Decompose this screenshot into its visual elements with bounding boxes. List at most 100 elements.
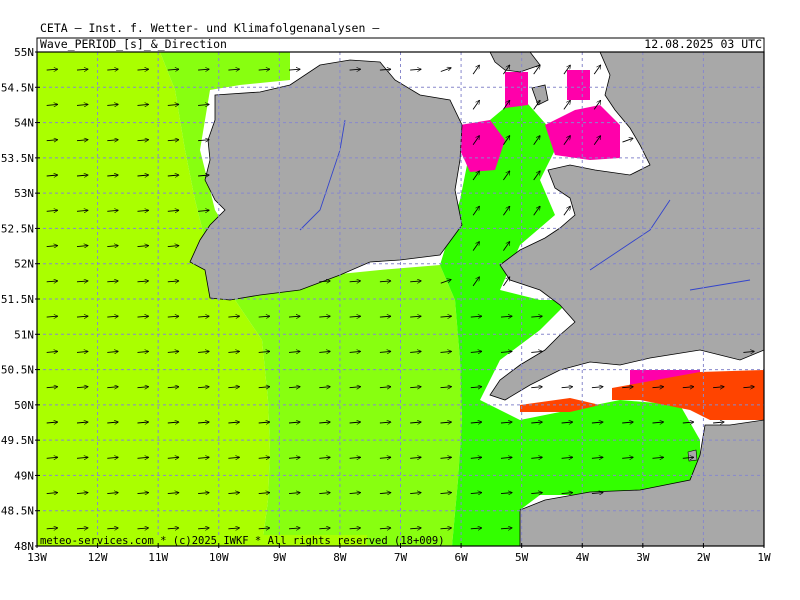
wave-direction-arrow: [440, 280, 451, 284]
wave-direction-arrow: [228, 422, 239, 423]
wave-direction-arrow: [107, 175, 118, 176]
wave-direction-arrow: [563, 206, 570, 216]
land-channel-islands: [687, 449, 698, 462]
latitude-tick-label: 54N: [14, 117, 34, 130]
river-severn: [589, 199, 671, 271]
wave-direction-arrow: [137, 351, 149, 352]
wave-direction-arrow: [137, 246, 149, 247]
wave-direction-arrow: [258, 528, 270, 529]
footer-credit: meteo-services.com * (c)2025 IWKF * All …: [40, 535, 445, 547]
wave-direction-arrow: [379, 351, 391, 352]
wave-direction-arrow: [349, 281, 361, 282]
wave-direction-arrow: [167, 457, 179, 458]
wave-direction-arrow: [288, 316, 300, 317]
wave-direction-arrow: [531, 351, 542, 352]
wave-direction-arrow: [472, 206, 479, 216]
wave-direction-arrow: [533, 206, 540, 216]
wave-direction-arrow: [107, 387, 118, 388]
wave-direction-arrow: [46, 246, 58, 247]
longitude-tick-label: 12W: [88, 551, 108, 564]
wave-direction-arrow: [591, 493, 603, 494]
wave-direction-arrow: [533, 65, 540, 75]
wave-direction-arrow: [319, 351, 330, 352]
longitude-tick-label: 5W: [515, 551, 529, 564]
wave-direction-arrow: [258, 69, 270, 70]
latitude-tick-label: 51N: [14, 328, 34, 341]
wave-direction-arrow: [410, 528, 421, 529]
wave-direction-arrow: [440, 316, 452, 317]
latitude-tick-label: 50.5N: [1, 364, 34, 377]
wave-direction-arrow: [198, 493, 209, 494]
period-zone-magenta-small: [567, 70, 590, 100]
wave-direction-arrow: [288, 351, 300, 352]
wave-direction-arrow: [76, 316, 88, 317]
wave-direction-arrow: [107, 210, 118, 211]
wave-direction-arrow: [440, 528, 452, 529]
wave-direction-arrow: [440, 457, 452, 458]
wave-direction-arrow: [198, 140, 209, 141]
wave-direction-arrow: [682, 422, 694, 423]
wave-direction-arrow: [591, 422, 603, 423]
wave-direction-arrow: [46, 210, 58, 211]
wave-direction-arrow: [107, 69, 118, 70]
longitude-tick-label: 11W: [148, 551, 168, 564]
latitude-tick-label: 49N: [14, 469, 34, 482]
wave-direction-arrow: [652, 387, 664, 388]
wave-direction-arrow: [46, 457, 58, 458]
wave-direction-arrow: [198, 528, 209, 529]
wave-direction-arrow: [503, 100, 509, 110]
wave-direction-arrow: [472, 65, 479, 75]
wave-direction-arrow: [288, 422, 300, 423]
wave-direction-arrow: [319, 387, 330, 388]
wave-direction-arrow: [440, 493, 452, 494]
period-zone-magenta-top: [505, 72, 528, 108]
wave-direction-arrow: [440, 387, 452, 388]
wave-direction-arrow: [137, 69, 149, 70]
river-thames: [689, 279, 751, 291]
wave-direction-arrow: [533, 136, 540, 145]
wave-direction-arrow: [198, 457, 209, 458]
wave-direction-arrow: [258, 316, 270, 317]
wave-direction-arrow: [107, 246, 118, 247]
wave-direction-arrow: [593, 65, 600, 75]
wave-direction-arrow: [137, 493, 149, 494]
wave-direction-arrow: [46, 175, 58, 176]
longitude-tick-label: 6W: [454, 551, 468, 564]
longitude-axis: 13W 12W 11W 10W 9W 8W 7W 6W 5W 4W 3W 2W 1W: [27, 543, 771, 564]
wave-direction-arrow: [198, 69, 209, 70]
wave-direction-arrow: [440, 422, 452, 423]
wave-direction-arrow: [472, 242, 479, 251]
wave-direction-arrow: [76, 210, 88, 211]
wave-direction-arrow: [198, 387, 209, 388]
wave-direction-arrow: [107, 281, 118, 282]
wave-direction-arrow: [349, 493, 361, 494]
wave-direction-arrow: [76, 246, 88, 247]
wave-direction-arrow: [288, 528, 300, 529]
wave-direction-arrow: [472, 171, 479, 181]
wave-direction-arrow: [228, 387, 239, 388]
wave-direction-arrow: [561, 422, 573, 423]
wave-direction-arrow: [713, 422, 724, 423]
latitude-tick-label: 54.5N: [1, 81, 34, 94]
wave-direction-arrow: [410, 69, 421, 70]
wave-direction-arrow: [503, 277, 509, 287]
period-zone-irish-sea: [440, 95, 700, 546]
latitude-tick-label: 53N: [14, 187, 34, 200]
wave-direction-arrow: [76, 493, 88, 494]
header-title: CETA — Inst. f. Wetter- und Klimafolgena…: [40, 21, 380, 35]
direction-arrows: [46, 65, 755, 529]
wave-direction-arrow: [258, 422, 270, 423]
wave-direction-arrow: [531, 422, 542, 423]
wave-direction-arrow: [46, 316, 58, 317]
wave-direction-arrow: [46, 351, 58, 352]
wave-direction-arrow: [167, 422, 179, 423]
wave-direction-arrow: [379, 387, 391, 388]
field-label: Wave_PERIOD_[s]_&_Direction: [40, 37, 227, 51]
wave-direction-arrow: [682, 387, 694, 388]
wave-direction-arrow: [319, 281, 330, 282]
wave-direction-arrow: [743, 387, 754, 388]
longitude-tick-label: 8W: [333, 551, 347, 564]
wave-direction-arrow: [137, 140, 149, 141]
wave-direction-arrow: [167, 140, 179, 141]
wave-direction-arrow: [591, 387, 603, 388]
